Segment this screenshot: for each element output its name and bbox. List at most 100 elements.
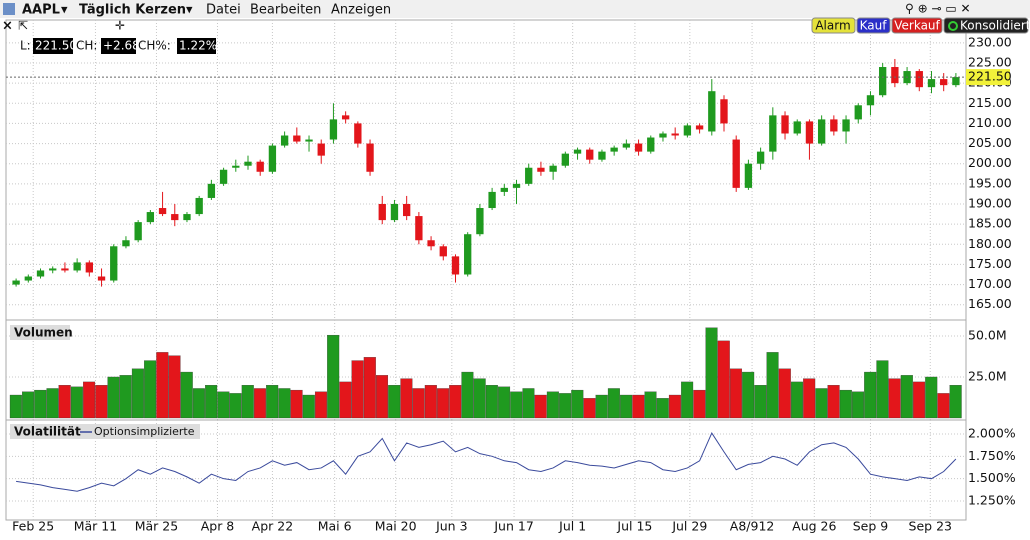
volume-bar xyxy=(717,340,730,419)
y-tick-label: 2.000% xyxy=(968,425,1016,440)
volume-bar xyxy=(534,394,547,419)
volume-bar xyxy=(327,334,340,419)
buy-button[interactable] xyxy=(856,17,891,34)
last-price-box xyxy=(966,69,1010,86)
last-price-label: 221.50 xyxy=(968,69,1012,84)
candle-body xyxy=(439,246,447,257)
panel-label-box xyxy=(10,325,70,340)
candle-body xyxy=(952,77,960,86)
button-label[interactable]: Kauf xyxy=(860,19,888,33)
candle-body xyxy=(683,125,692,136)
candle-body xyxy=(146,212,155,223)
dropdown-arrow[interactable]: ▾ xyxy=(186,3,193,18)
volume-bar xyxy=(22,391,35,419)
close-icon[interactable]: × xyxy=(2,19,13,34)
x-tick-label: Feb 25 xyxy=(12,519,54,534)
volume-bar xyxy=(388,385,401,419)
menu-item[interactable]: Anzeigen xyxy=(331,3,391,18)
volume-bar xyxy=(546,391,559,419)
tool-icon[interactable]: ✛ xyxy=(115,19,125,33)
dropdown-arrow[interactable]: ▾ xyxy=(61,3,68,18)
y-tick-label: 25.0M xyxy=(968,368,1007,383)
candle-body xyxy=(329,119,338,140)
quote-box xyxy=(33,38,73,54)
quote-value: 1.22% xyxy=(179,39,217,53)
button-label[interactable]: Konsolidiert xyxy=(960,19,1030,33)
volume-bar xyxy=(229,393,242,419)
symbol[interactable]: AAPL xyxy=(22,3,60,18)
candle-body xyxy=(366,143,374,172)
candle-body xyxy=(537,167,545,172)
volume-bar xyxy=(205,385,218,419)
candle-body xyxy=(134,222,142,241)
x-tick-label: A8/912 xyxy=(730,519,775,534)
volume-bar xyxy=(131,368,144,419)
y-tick-label: 215.00 xyxy=(968,95,1012,110)
candle-body xyxy=(403,203,411,217)
volume-bar xyxy=(937,393,950,419)
y-tick-label: 175.00 xyxy=(968,256,1012,271)
x-tick-label: Mär 25 xyxy=(135,519,178,534)
candle-body xyxy=(61,268,69,271)
candle-body xyxy=(781,115,789,134)
tool-icon[interactable]: ⇱ xyxy=(18,19,28,33)
volume-bar xyxy=(119,375,132,419)
volume-bar xyxy=(815,388,828,419)
candle-body xyxy=(244,161,252,166)
x-tick-label: Sep 9 xyxy=(853,519,889,534)
volume-bar xyxy=(766,352,779,419)
candle-body xyxy=(293,135,301,142)
candle-body xyxy=(793,121,801,134)
candle-body xyxy=(354,123,362,144)
sell-button[interactable] xyxy=(891,17,943,34)
candle-body xyxy=(158,208,167,215)
volume-bar xyxy=(729,368,742,419)
candle-body xyxy=(842,119,850,132)
consolidated-button[interactable] xyxy=(943,17,1029,34)
candle-body xyxy=(598,151,606,160)
candle-body xyxy=(24,276,32,281)
alarm-button[interactable] xyxy=(811,17,856,34)
volume-bar xyxy=(376,375,389,419)
chart-type[interactable]: Täglich Kerzen xyxy=(79,3,186,18)
volume-bar xyxy=(888,378,901,419)
volume-bar xyxy=(803,378,816,419)
button-label[interactable]: Verkauf xyxy=(894,19,940,33)
button-label[interactable]: Alarm xyxy=(815,19,850,33)
y-tick-label: 50.0M xyxy=(968,327,1007,342)
x-tick-label: Mär 11 xyxy=(74,519,117,534)
candle-body xyxy=(573,149,582,154)
panel xyxy=(5,19,967,321)
volume-bar xyxy=(253,388,266,419)
y-tick-label: 1.500% xyxy=(968,470,1016,485)
volume-bar xyxy=(95,385,108,419)
candle-body xyxy=(427,240,435,247)
volume-bar xyxy=(876,360,889,419)
candle-body xyxy=(744,163,753,188)
candle-body xyxy=(634,143,643,152)
candle-body xyxy=(732,139,740,188)
candle-body xyxy=(195,197,203,215)
legend-label: Optionsimplizierte xyxy=(94,425,195,438)
x-tick-label: Jul 15 xyxy=(616,519,652,534)
volume-bar xyxy=(742,371,755,419)
quote-box xyxy=(177,38,216,54)
volume-bar xyxy=(705,327,718,419)
candle-body xyxy=(317,143,325,156)
volume-bar xyxy=(156,352,169,419)
candle-body xyxy=(549,165,557,172)
status-icon xyxy=(948,21,958,31)
candle-body xyxy=(232,165,240,168)
volume-bar xyxy=(144,360,157,419)
volume-bar xyxy=(498,386,511,419)
quote-label: CH%: xyxy=(138,39,171,53)
candle-body xyxy=(525,167,533,184)
tool-icon[interactable]: ⚲ ⊕ ⊸ ▭ ✕ xyxy=(905,2,971,16)
candle-body xyxy=(207,183,216,198)
volume-bar xyxy=(607,388,620,419)
candle-body xyxy=(561,153,569,166)
menu-item[interactable]: Datei xyxy=(206,3,241,18)
menu-item[interactable]: Bearbeiten xyxy=(250,3,321,18)
candle-body xyxy=(488,191,496,209)
